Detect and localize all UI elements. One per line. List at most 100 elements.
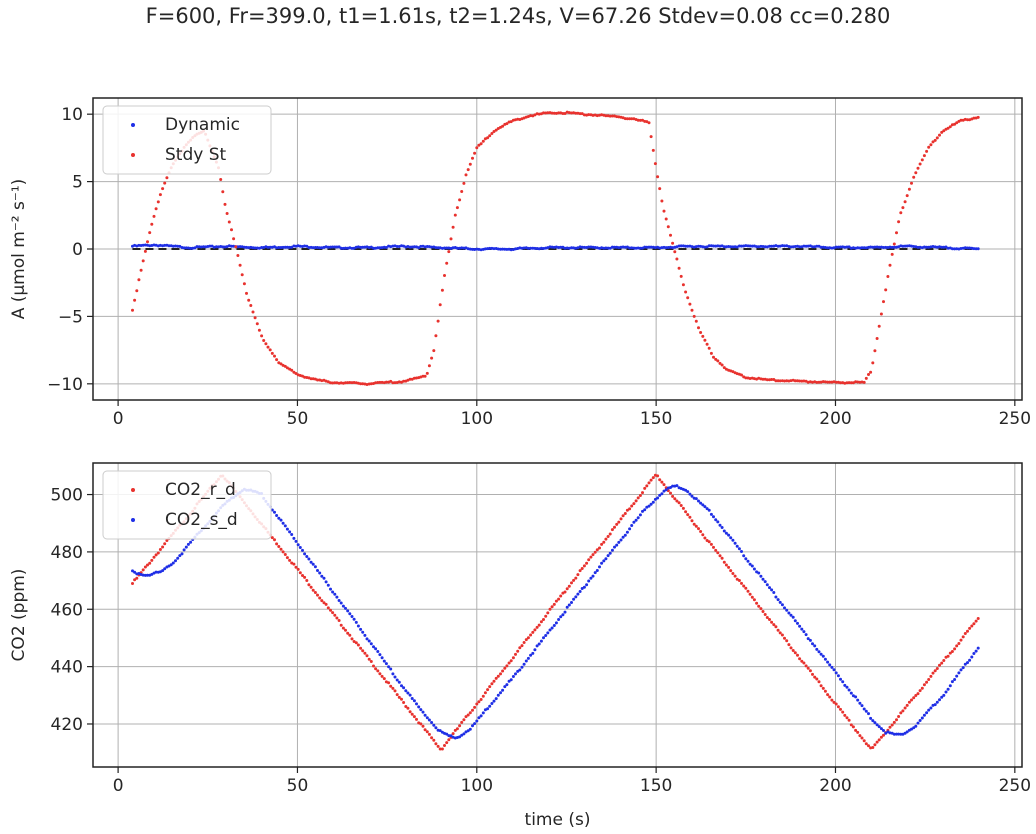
data-point [675, 499, 679, 503]
data-point [963, 246, 967, 250]
data-point [518, 646, 522, 650]
data-point [150, 572, 154, 576]
data-point [329, 608, 332, 612]
data-point [694, 319, 698, 323]
data-point [468, 247, 472, 251]
data-point [223, 202, 227, 206]
data-point [834, 380, 838, 384]
data-point [273, 354, 276, 358]
data-point [806, 637, 810, 641]
data-point [318, 246, 322, 250]
data-point [647, 504, 651, 508]
data-point [789, 613, 793, 617]
data-point [882, 729, 885, 732]
data-point [858, 701, 862, 705]
data-point [931, 671, 935, 675]
data-point [780, 633, 784, 637]
data-point [955, 674, 959, 678]
data-point [290, 368, 294, 372]
data-point [376, 246, 380, 250]
data-point [628, 507, 632, 511]
data-point [933, 669, 937, 673]
data-point [976, 247, 980, 251]
data-point [843, 683, 847, 687]
data-point [281, 521, 285, 525]
data-point [389, 684, 393, 688]
x-tick-label: 50 [287, 409, 309, 429]
data-point [591, 245, 595, 249]
data-point [959, 247, 963, 250]
data-point [901, 709, 905, 713]
data-point [359, 382, 363, 386]
data-point [488, 704, 492, 708]
data-point [787, 611, 791, 615]
data-point [720, 556, 724, 560]
data-point [389, 379, 393, 383]
data-point [669, 491, 672, 495]
data-point [499, 672, 502, 676]
data-point [277, 246, 281, 249]
data-point [578, 590, 582, 593]
data-point [860, 736, 864, 740]
data-point [856, 246, 860, 250]
data-point [298, 571, 302, 575]
y-tick-label: 0 [72, 240, 83, 260]
data-point [311, 377, 315, 381]
data-point [953, 647, 957, 651]
data-point [158, 193, 162, 197]
data-point [458, 724, 462, 728]
data-point [391, 672, 395, 676]
data-point [352, 381, 356, 384]
data-point [593, 550, 597, 554]
data-point [869, 370, 873, 374]
data-point [492, 699, 496, 703]
data-point [563, 610, 567, 614]
data-point [724, 245, 728, 249]
data-point [559, 245, 563, 249]
data-point [245, 291, 248, 295]
data-point [976, 617, 980, 620]
data-point [972, 652, 976, 655]
data-point [873, 743, 877, 747]
data-point [384, 662, 388, 666]
data-point [266, 245, 270, 249]
data-point [526, 636, 530, 640]
data-point [481, 711, 485, 715]
data-point [613, 245, 616, 249]
data-point [938, 663, 941, 667]
data-point [961, 666, 965, 670]
data-point [608, 551, 612, 555]
data-point [877, 738, 881, 742]
data-point [574, 576, 578, 580]
data-point [918, 689, 922, 693]
data-point [641, 509, 644, 513]
data-point [400, 697, 403, 701]
data-point [402, 379, 406, 383]
data-point [438, 747, 442, 751]
data-point [834, 671, 838, 675]
data-point [582, 245, 586, 249]
x-tick-label: 250 [999, 776, 1031, 796]
data-point [718, 523, 722, 527]
data-point [331, 590, 335, 594]
data-point [862, 707, 866, 711]
data-point [348, 633, 352, 637]
data-point [604, 537, 608, 541]
data-point [604, 557, 608, 561]
data-point [339, 601, 343, 605]
data-point [897, 715, 901, 718]
data-point [929, 143, 933, 147]
data-point [337, 599, 341, 602]
data-point [397, 380, 401, 384]
data-point [378, 380, 382, 384]
data-point [507, 679, 511, 683]
data-point [131, 308, 134, 312]
legend-box [102, 105, 272, 175]
data-point [776, 628, 780, 632]
data-point [942, 659, 946, 662]
data-point [546, 111, 550, 115]
data-point [802, 379, 806, 383]
data-point [430, 721, 434, 724]
data-point [966, 246, 969, 250]
data-point [307, 246, 311, 249]
